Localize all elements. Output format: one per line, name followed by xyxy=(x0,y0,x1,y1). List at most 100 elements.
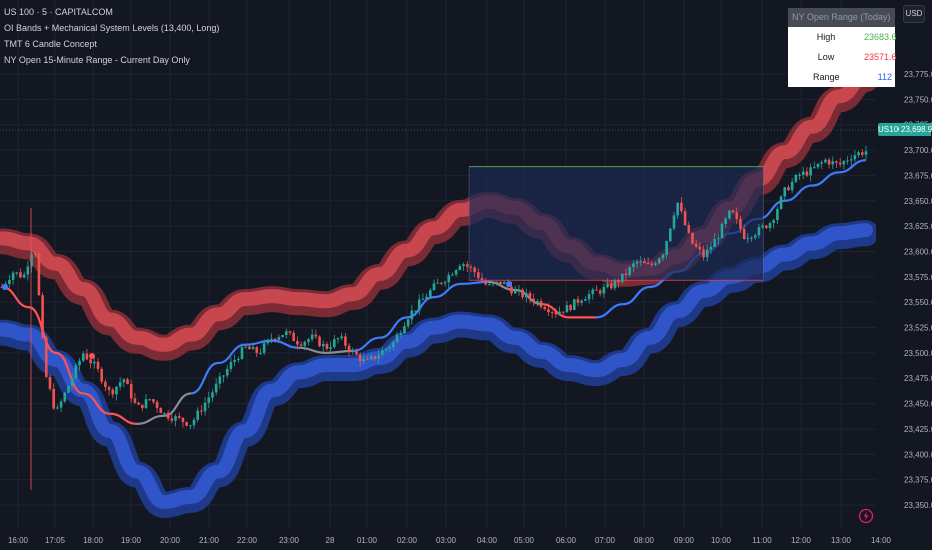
candle-body xyxy=(281,335,284,338)
candle-body xyxy=(148,399,151,401)
candle-body xyxy=(661,254,665,259)
y-tick-label: 23,450.0 xyxy=(904,400,932,409)
x-tick-label: 20:00 xyxy=(160,536,181,545)
candle-body xyxy=(672,215,676,229)
candle-body xyxy=(772,220,775,224)
x-tick-label: 08:00 xyxy=(634,536,655,545)
candle-body xyxy=(377,355,380,359)
candle-body xyxy=(561,311,565,313)
candle-body xyxy=(307,339,310,342)
candle-body xyxy=(827,159,831,165)
x-tick-label: 05:00 xyxy=(514,536,535,545)
open-range-range-row: Range 112 xyxy=(788,67,895,87)
candle-body xyxy=(805,171,809,176)
candle-body xyxy=(857,152,860,156)
candle-body xyxy=(628,267,631,275)
candle-body xyxy=(621,273,624,283)
candle-body xyxy=(196,410,199,420)
candle-body xyxy=(78,360,81,366)
candle-body xyxy=(528,292,532,299)
candle-body xyxy=(742,228,746,239)
candle-body xyxy=(787,187,790,191)
candle-body xyxy=(750,237,753,239)
candle-body xyxy=(768,223,772,229)
lightning-icon[interactable] xyxy=(858,508,874,524)
candle-body xyxy=(200,410,203,412)
candle-body xyxy=(443,282,447,284)
mid-line-segment xyxy=(298,346,354,354)
candle-body xyxy=(753,235,757,238)
candle-body xyxy=(240,347,244,359)
candle-body xyxy=(325,343,329,349)
candle-body xyxy=(451,274,454,276)
candle-body xyxy=(33,253,37,255)
candle-body xyxy=(63,392,67,402)
open-range-panel: NY Open Range (Today) High 23683.6 Low 2… xyxy=(788,8,897,89)
candle-body xyxy=(351,350,355,352)
candle-body xyxy=(107,387,111,390)
candle-body xyxy=(100,368,103,382)
symbol-title[interactable]: US 100 · 5 · CAPITALCOM xyxy=(4,7,113,17)
open-range-header: NY Open Range (Today) xyxy=(788,8,895,27)
y-tick-label: 23,350.0 xyxy=(904,501,932,510)
x-tick-label: 01:00 xyxy=(357,536,378,545)
candle-body xyxy=(683,211,687,226)
x-tick-label: 06:00 xyxy=(556,536,577,545)
candle-body xyxy=(333,339,336,348)
candle-body xyxy=(539,301,543,308)
candle-body xyxy=(465,264,469,267)
candle-body xyxy=(654,263,657,265)
candle-body xyxy=(0,286,4,288)
candle-body xyxy=(525,292,528,298)
x-tick-label: 09:00 xyxy=(674,536,695,545)
candle-body xyxy=(735,212,739,219)
candle-body xyxy=(26,266,30,275)
x-tick-label: 28 xyxy=(326,536,335,545)
candle-body xyxy=(218,376,222,384)
x-tick-label: 19:00 xyxy=(121,536,142,545)
candle-body xyxy=(318,336,321,347)
candle-body xyxy=(643,261,646,264)
time-axis[interactable]: 16:00 17:05 18:00 19:00 20:00 21:00 22:00 23:00… xyxy=(8,536,892,545)
candle-body xyxy=(558,311,561,315)
low-label: Low xyxy=(817,52,835,62)
candle-body xyxy=(185,421,188,426)
candle-body xyxy=(96,361,100,369)
indicator-tmt[interactable]: TMT 6 Candle Concept xyxy=(4,39,97,49)
x-tick-label: 02:00 xyxy=(397,536,418,545)
indicator-ny-open[interactable]: NY Open 15-Minute Range - Current Day On… xyxy=(4,55,190,65)
y-tick-label: 23,375.0 xyxy=(904,476,932,485)
currency-button[interactable]: USD xyxy=(903,5,925,23)
candle-body xyxy=(454,269,458,275)
candle-body xyxy=(790,181,794,191)
candles xyxy=(0,145,868,490)
candle-body xyxy=(521,289,524,298)
candle-body xyxy=(118,382,122,387)
candle-body xyxy=(421,298,425,300)
candle-body xyxy=(746,237,750,239)
candle-body xyxy=(765,225,768,229)
candle-body xyxy=(602,286,606,294)
candle-body xyxy=(203,402,207,412)
candle-body xyxy=(214,383,218,393)
open-range-low-row: Low 23571.6 xyxy=(788,47,897,67)
candle-body xyxy=(211,392,214,398)
candle-body xyxy=(388,347,391,349)
candle-body xyxy=(177,416,181,418)
indicator-oi-bands[interactable]: OI Bands + Mechanical System Levels (13,… xyxy=(4,23,220,33)
candle-body xyxy=(244,346,247,348)
candle-body xyxy=(798,174,801,176)
candle-body xyxy=(355,350,358,355)
candle-body xyxy=(813,167,816,169)
candle-body xyxy=(273,338,277,340)
candle-body xyxy=(536,301,539,303)
candle-body xyxy=(554,312,558,315)
candle-body xyxy=(115,386,118,395)
candle-body xyxy=(93,361,96,364)
y-tick-label: 23,650.0 xyxy=(904,197,932,206)
candle-body xyxy=(432,283,436,291)
candle-body xyxy=(410,310,414,320)
candle-body xyxy=(831,161,835,165)
candle-body xyxy=(229,361,233,369)
